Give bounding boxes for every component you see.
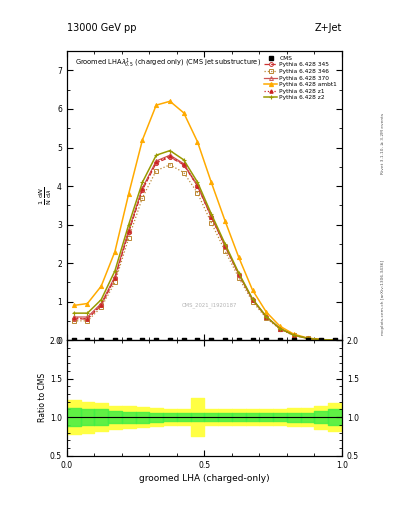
Point [250, 336, 256, 344]
Y-axis label: Ratio to CMS: Ratio to CMS [38, 373, 47, 422]
Point [167, 336, 173, 344]
Point [112, 336, 118, 344]
X-axis label: groomed LHA (charged-only): groomed LHA (charged-only) [139, 474, 270, 483]
Point [222, 336, 228, 344]
Text: Groomed LHA$\lambda^1_{0.5}$ (charged only) (CMS jet substructure): Groomed LHA$\lambda^1_{0.5}$ (charged on… [75, 57, 261, 70]
Point [84, 336, 90, 344]
Text: Z+Jet: Z+Jet [314, 23, 342, 33]
Text: mcplots.cern.ch [arXiv:1306.3436]: mcplots.cern.ch [arXiv:1306.3436] [381, 260, 385, 334]
Point [318, 336, 325, 344]
Point [98, 336, 105, 344]
Legend: CMS, Pythia 6.428 345, Pythia 6.428 346, Pythia 6.428 370, Pythia 6.428 ambt1, P: CMS, Pythia 6.428 345, Pythia 6.428 346,… [263, 54, 339, 102]
Y-axis label: $\frac{1}{\mathrm{N}}\,\frac{\mathrm{d}N}{\mathrm{d}\lambda}$: $\frac{1}{\mathrm{N}}\,\frac{\mathrm{d}N… [38, 187, 54, 205]
Text: Rivet 3.1.10, ≥ 3.2M events: Rivet 3.1.10, ≥ 3.2M events [381, 113, 385, 174]
Text: CMS_2021_I1920187: CMS_2021_I1920187 [182, 303, 237, 308]
Point [236, 336, 242, 344]
Point [263, 336, 270, 344]
Point [277, 336, 283, 344]
Point [305, 336, 311, 344]
Point [291, 336, 297, 344]
Text: 13000 GeV pp: 13000 GeV pp [67, 23, 136, 33]
Point [208, 336, 215, 344]
Point [181, 336, 187, 344]
Point [71, 336, 77, 344]
Point [332, 336, 338, 344]
Point [153, 336, 160, 344]
Point [126, 336, 132, 344]
Point [140, 336, 146, 344]
Point [195, 336, 201, 344]
